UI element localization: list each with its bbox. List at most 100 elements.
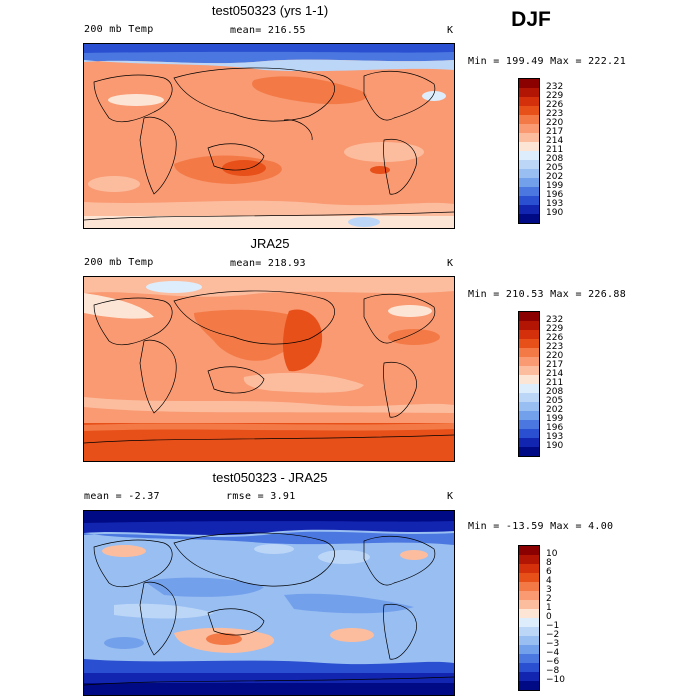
panel1-colorbar (518, 78, 540, 224)
colorbar-tick-label: 3 (546, 585, 552, 595)
colorbar-swatch (519, 366, 539, 375)
colorbar-swatch (519, 600, 539, 609)
colorbar-swatch (519, 151, 539, 160)
panel1-units: K (447, 25, 454, 36)
colorbar-swatch (519, 609, 539, 618)
colorbar-swatch (519, 357, 539, 366)
colorbar-swatch (519, 178, 539, 187)
colorbar-tick-label: 220 (546, 351, 564, 361)
panel3-rmse: rmse = 3.91 (226, 491, 296, 502)
panel2-minmax: Min = 210.53 Max = 226.88 (468, 289, 627, 300)
panel3-colorbar (518, 545, 540, 691)
colorbar-swatch (519, 312, 539, 321)
colorbar-tick-label: 196 (546, 423, 564, 433)
panel2-colorbar (518, 311, 540, 457)
colorbar-tick-label: 211 (546, 145, 564, 155)
panel1-mean: mean= 216.55 (230, 25, 306, 36)
panel3-units: K (447, 491, 454, 502)
colorbar-tick-label: 208 (546, 387, 564, 397)
colorbar-swatch (519, 79, 539, 88)
colorbar-swatch (519, 97, 539, 106)
colorbar-tick-label: 190 (546, 441, 564, 451)
colorbar-tick-label: 214 (546, 369, 564, 379)
colorbar-tick-label: 208 (546, 154, 564, 164)
colorbar-swatch (519, 321, 539, 330)
colorbar-tick-label: 220 (546, 118, 564, 128)
colorbar-tick-label: 2 (546, 594, 552, 604)
colorbar-tick-label: 8 (546, 558, 552, 568)
colorbar-tick-label: 199 (546, 181, 564, 191)
colorbar-swatch (519, 375, 539, 384)
colorbar-swatch (519, 420, 539, 429)
colorbar-swatch (519, 645, 539, 654)
colorbar-swatch (519, 142, 539, 151)
colorbar-swatch (519, 196, 539, 205)
colorbar-tick-label: 0 (546, 612, 552, 622)
colorbar-swatch (519, 169, 539, 178)
colorbar-swatch (519, 618, 539, 627)
colorbar-swatch (519, 672, 539, 681)
colorbar-tick-label: −8 (546, 666, 560, 676)
colorbar-swatch (519, 205, 539, 214)
colorbar-tick-label: 4 (546, 576, 552, 586)
panel1-title: test050323 (yrs 1-1) (211, 3, 329, 18)
colorbar-swatch (519, 402, 539, 411)
colorbar-tick-label: 229 (546, 91, 564, 101)
colorbar-tick-label: −10 (546, 675, 565, 685)
colorbar-tick-label: 193 (546, 432, 564, 442)
colorbar-tick-label: 202 (546, 405, 564, 415)
colorbar-tick-label: 196 (546, 190, 564, 200)
colorbar-tick-label: 1 (546, 603, 552, 613)
colorbar-swatch (519, 133, 539, 142)
colorbar-swatch (519, 681, 539, 690)
colorbar-tick-label: −1 (546, 621, 560, 631)
colorbar-swatch (519, 160, 539, 169)
colorbar-tick-label: 199 (546, 414, 564, 424)
colorbar-swatch (519, 555, 539, 564)
colorbar-swatch (519, 429, 539, 438)
colorbar-tick-label: 211 (546, 378, 564, 388)
panel2-title: JRA25 (250, 236, 290, 251)
panel1-map (83, 43, 455, 229)
colorbar-swatch (519, 214, 539, 223)
colorbar-tick-label: 202 (546, 172, 564, 182)
panel2-map (83, 276, 455, 462)
colorbar-tick-label: 232 (546, 315, 564, 325)
colorbar-tick-label: 223 (546, 109, 564, 119)
colorbar-tick-label: −6 (546, 657, 560, 667)
colorbar-tick-label: 10 (546, 549, 558, 559)
colorbar-tick-label: 190 (546, 208, 564, 218)
colorbar-swatch (519, 384, 539, 393)
colorbar-tick-label: −3 (546, 639, 560, 649)
panel2-mean: mean= 218.93 (230, 258, 306, 269)
colorbar-tick-label: 217 (546, 360, 564, 370)
colorbar-tick-label: −4 (546, 648, 560, 658)
colorbar-swatch (519, 330, 539, 339)
colorbar-tick-label: 214 (546, 136, 564, 146)
colorbar-swatch (519, 88, 539, 97)
colorbar-swatch (519, 627, 539, 636)
colorbar-swatch (519, 187, 539, 196)
colorbar-tick-label: 6 (546, 567, 552, 577)
colorbar-swatch (519, 654, 539, 663)
colorbar-tick-label: 223 (546, 342, 564, 352)
colorbar-swatch (519, 564, 539, 573)
panel3-map (83, 510, 455, 696)
colorbar-swatch (519, 339, 539, 348)
colorbar-tick-label: −2 (546, 630, 560, 640)
colorbar-tick-label: 217 (546, 127, 564, 137)
panel3-mean: mean = -2.37 (84, 491, 160, 502)
colorbar-swatch (519, 348, 539, 357)
colorbar-tick-label: 205 (546, 396, 564, 406)
colorbar-swatch (519, 115, 539, 124)
panel3-minmax: Min = -13.59 Max = 4.00 (468, 521, 614, 532)
colorbar-tick-label: 229 (546, 324, 564, 334)
colorbar-swatch (519, 124, 539, 133)
colorbar-tick-label: 226 (546, 333, 564, 343)
panel1-variable: 200 mb Temp (84, 24, 154, 35)
panel2-units: K (447, 258, 454, 269)
colorbar-swatch (519, 106, 539, 115)
colorbar-tick-label: 226 (546, 100, 564, 110)
colorbar-swatch (519, 582, 539, 591)
panel2-variable: 200 mb Temp (84, 257, 154, 268)
